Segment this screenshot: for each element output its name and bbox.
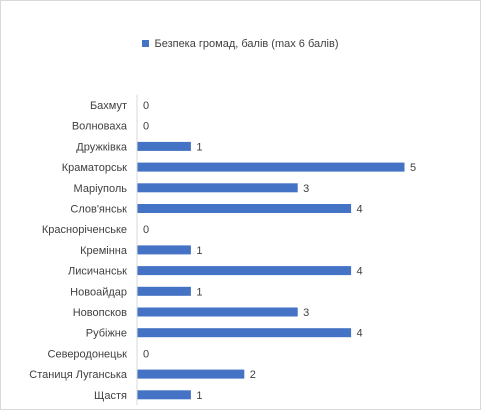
category-label: Волноваха xyxy=(72,121,128,133)
legend: Безпека громад, балів (max 6 балів) xyxy=(0,38,481,50)
category-label: Щастя xyxy=(94,390,127,402)
bar xyxy=(137,266,352,276)
data-label: 0 xyxy=(143,100,149,112)
category-label: Новоайдар xyxy=(70,286,127,298)
data-label: 1 xyxy=(196,245,202,257)
data-label: 5 xyxy=(410,162,416,174)
category-label: Слов'янськ xyxy=(70,204,127,216)
category-label: Кремінна xyxy=(80,245,128,257)
data-label: 4 xyxy=(357,328,363,340)
data-label: 4 xyxy=(357,266,363,278)
data-label: 0 xyxy=(143,348,149,360)
data-label: 3 xyxy=(303,183,309,195)
data-label: 1 xyxy=(196,141,202,153)
bar xyxy=(137,141,191,151)
bar xyxy=(137,183,298,193)
bar xyxy=(137,245,191,255)
bar xyxy=(137,328,352,338)
bar xyxy=(137,390,191,400)
data-label: 0 xyxy=(143,121,149,133)
bar xyxy=(137,162,405,172)
category-label: Рубіжне xyxy=(86,328,127,340)
category-label: Маріуполь xyxy=(74,183,128,195)
data-label: 4 xyxy=(357,204,363,216)
category-label: Новопсков xyxy=(73,307,127,319)
category-label: Бахмут xyxy=(90,100,127,112)
data-label: 1 xyxy=(196,286,202,298)
data-label: 0 xyxy=(143,224,149,236)
data-label: 3 xyxy=(303,307,309,319)
data-label: 2 xyxy=(250,369,256,381)
bar xyxy=(137,204,352,213)
legend-label: Безпека громад, балів (max 6 балів) xyxy=(154,38,339,50)
legend-swatch xyxy=(142,39,150,47)
bar xyxy=(137,286,191,296)
bar xyxy=(137,369,245,379)
category-label: Станиця Луганська xyxy=(29,369,128,381)
category-label: Северодонецьк xyxy=(48,348,128,360)
category-label: Дружківка xyxy=(76,141,128,153)
data-label: 1 xyxy=(196,390,202,402)
category-label: Красноріченське xyxy=(42,224,127,236)
category-label: Лисичанськ xyxy=(68,266,127,278)
category-label: Краматорськ xyxy=(62,162,127,174)
bar xyxy=(137,307,298,317)
